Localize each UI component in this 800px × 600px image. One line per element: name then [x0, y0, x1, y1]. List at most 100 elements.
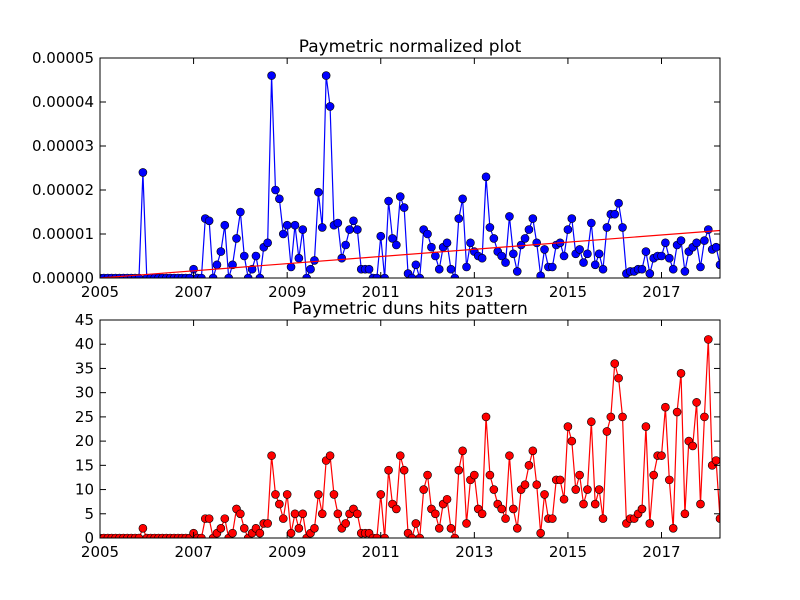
y-tick-label: 40 — [75, 335, 94, 353]
x-tick-label: 2011 — [362, 283, 400, 301]
data-point — [587, 417, 596, 427]
y-tick-label: 0.00003 — [32, 137, 94, 155]
x-tick-label: 2015 — [549, 283, 587, 301]
data-point — [540, 245, 549, 254]
data-point — [559, 251, 569, 261]
y-tick-label: 0.00004 — [32, 93, 94, 111]
data-point — [407, 273, 417, 278]
chart-title: Paymetric normalized plot — [299, 37, 522, 57]
data-point — [282, 490, 292, 499]
data-point — [489, 485, 499, 494]
data-point — [255, 273, 265, 278]
data-point — [271, 185, 280, 195]
data-point — [442, 238, 452, 248]
data-point — [680, 509, 690, 519]
data-point — [282, 220, 292, 230]
y-tick-label: 15 — [75, 456, 94, 474]
data-point — [294, 524, 304, 533]
data-point — [528, 446, 538, 456]
data-point — [228, 528, 237, 538]
data-point — [298, 509, 308, 519]
plot-area — [100, 71, 720, 278]
data-point — [528, 214, 538, 223]
data-point — [641, 422, 651, 431]
data-point — [208, 273, 218, 278]
x-tick-label: 2005 — [81, 543, 119, 561]
data-point — [575, 470, 584, 480]
data-point — [618, 412, 627, 422]
data-point — [384, 465, 393, 475]
data-point — [267, 451, 276, 460]
data-point — [512, 524, 522, 533]
data-point — [376, 231, 386, 241]
data-point — [524, 461, 534, 470]
data-point — [505, 212, 514, 221]
x-tick-label: 2013 — [455, 283, 493, 301]
data-point — [462, 262, 471, 272]
data-point — [641, 247, 651, 256]
data-point — [497, 504, 506, 514]
data-point — [489, 234, 499, 243]
data-point — [532, 238, 542, 248]
y-tick-label: 45 — [75, 311, 94, 329]
data-point — [598, 514, 608, 523]
data-point — [278, 514, 288, 523]
data-point — [267, 71, 276, 80]
data-point — [450, 533, 460, 538]
data-point — [704, 335, 713, 344]
chart-title: Paymetric duns hits pattern — [292, 299, 528, 319]
data-point — [485, 470, 495, 480]
data-point — [579, 258, 588, 267]
data-point — [372, 273, 382, 278]
x-tick-label: 2017 — [642, 283, 680, 301]
data-point — [657, 451, 666, 460]
data-point — [563, 225, 573, 234]
data-point — [606, 412, 616, 422]
data-point — [392, 240, 401, 250]
data-point — [704, 225, 713, 234]
data-point — [353, 509, 362, 519]
data-point — [477, 509, 487, 519]
data-point — [345, 225, 354, 234]
y-tick-label: 10 — [75, 481, 94, 499]
data-point — [317, 223, 327, 232]
data-point — [286, 528, 296, 538]
data-point — [251, 251, 261, 261]
data-point — [341, 519, 350, 528]
data-point — [286, 262, 296, 272]
data-point — [672, 407, 682, 417]
data-point — [278, 229, 288, 239]
x-tick-label: 2007 — [174, 283, 212, 301]
data-point — [481, 172, 491, 182]
data-point — [454, 214, 464, 223]
data-point — [431, 509, 440, 519]
data-point — [290, 220, 300, 230]
data-point — [680, 267, 690, 276]
trend-line — [100, 229, 720, 278]
data-point — [590, 260, 600, 270]
data-point — [185, 273, 194, 278]
data-point — [548, 514, 557, 523]
data-point — [536, 271, 545, 278]
data-point — [384, 196, 393, 206]
data-point — [567, 214, 577, 223]
data-point — [466, 238, 475, 248]
data-point — [590, 499, 600, 509]
data-point — [532, 480, 542, 490]
data-point — [388, 234, 397, 243]
y-tick-label: 30 — [75, 384, 94, 402]
data-point — [399, 203, 409, 212]
data-point — [236, 207, 245, 217]
data-point — [649, 470, 658, 480]
x-tick-label: 2009 — [268, 283, 306, 301]
data-point — [243, 273, 253, 278]
data-point — [294, 253, 304, 263]
data-point — [536, 528, 545, 538]
data-point — [505, 451, 514, 460]
data-point — [431, 251, 440, 261]
data-point — [380, 533, 389, 538]
data-point — [575, 245, 584, 254]
data-point — [216, 247, 226, 256]
data-point — [637, 504, 647, 514]
data-point — [692, 398, 701, 407]
